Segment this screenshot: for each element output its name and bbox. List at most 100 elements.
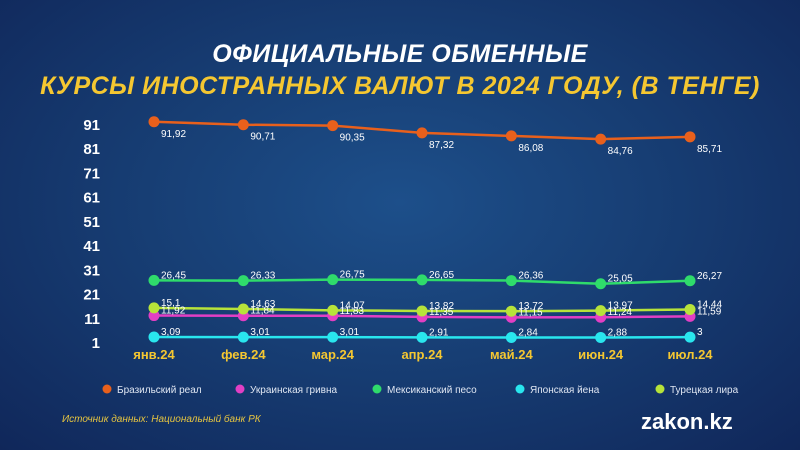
data-label: 3,01 [250,327,270,338]
data-point [148,310,160,322]
data-label: 3,09 [161,327,181,338]
data-points [148,116,696,344]
data-point [416,274,428,286]
data-point [327,304,339,316]
data-label: 13,72 [518,301,543,312]
data-label: 11,15 [518,307,543,318]
data-label: 26,27 [697,271,722,282]
legend-marker [102,384,112,394]
x-axis: янв.24 фев.24 мар.24 апр.24 май.24 июн.24 июл.… [133,347,713,362]
data-label: 90,35 [340,133,365,144]
data-point [684,303,696,315]
data-point [684,275,696,287]
data-point [505,130,517,142]
data-label: 15,1 [161,298,181,309]
y-tick-label: 1 [92,335,100,352]
y-tick-label: 21 [83,287,100,304]
data-point [148,331,160,343]
legend-label: Бразильский реал [117,385,202,396]
y-tick-label: 31 [83,262,100,279]
legend-marker [655,384,665,394]
data-point [148,274,160,286]
data-point [327,331,339,343]
data-point [416,127,428,139]
y-tick-label: 11 [84,311,100,328]
data-label: 26,36 [518,271,543,282]
data-point [595,278,607,290]
x-tick-label: апр.24 [401,347,443,362]
y-tick-label: 71 [83,165,100,182]
data-point [327,274,339,286]
data-point [148,116,160,128]
data-label: 2,84 [518,328,538,339]
data-label: 2,91 [429,327,449,338]
data-label: 11,24 [608,307,633,318]
x-tick-label: июл.24 [667,347,713,362]
x-tick-label: май.24 [490,347,534,362]
data-label: 11,59 [697,306,722,317]
y-tick-label: 61 [83,190,100,207]
x-tick-label: мар.24 [311,347,354,362]
legend-marker [515,384,525,394]
data-point [505,305,517,317]
data-label: 14,07 [340,300,365,311]
y-tick-label: 41 [83,238,100,255]
data-point [505,275,517,287]
data-label: 2,88 [608,327,628,338]
data-label: 86,08 [518,143,543,154]
chart-title-line1: ОФИЦИАЛЬНЫЕ ОБМЕННЫЕ [212,40,588,68]
brand-logo: zakon.kz [641,409,733,434]
data-label: 14,63 [250,299,275,310]
data-label: 11,83 [340,306,365,317]
data-label: 26,33 [250,271,275,282]
data-point [148,302,160,314]
source-note: Источник данных: Национальный банк РК [62,414,261,425]
data-label: 26,45 [161,270,186,281]
data-point [505,332,517,344]
x-tick-label: фев.24 [221,347,266,362]
y-tick-label: 91 [83,117,100,134]
legend-marker [372,384,382,394]
data-point [595,331,607,343]
x-tick-label: июн.24 [578,347,624,362]
y-tick-label: 81 [83,141,100,158]
data-label: 26,75 [340,270,365,281]
data-label: 87,32 [429,140,454,151]
data-label: 26,65 [429,270,454,281]
data-point [416,331,428,343]
legend-label: Мексиканский песо [387,385,477,396]
data-point [595,133,607,145]
data-label: 11,84 [250,306,275,317]
data-label: 3 [697,327,703,338]
data-label: 85,71 [697,144,722,155]
legend-label: Турецкая лира [670,385,739,396]
x-tick-label: янв.24 [133,347,175,362]
data-labels: 91,92 90,71 90,35 87,32 86,08 84,76 85,71 11,92… [161,129,722,339]
data-point [237,119,249,131]
data-label: 90,71 [250,132,275,143]
data-point [237,275,249,287]
data-point [595,305,607,317]
data-point [237,303,249,315]
data-label: 84,76 [608,146,633,157]
data-label: 91,92 [161,129,186,140]
legend-label: Украинская гривна [250,385,337,396]
data-label: 11,35 [429,307,454,318]
data-label: 13,82 [429,301,454,312]
data-point [327,120,339,132]
chart-title-line2: КУРСЫ ИНОСТРАННЫХ ВАЛЮТ В 2024 ГОДУ, (В … [40,72,760,100]
data-label: 3,01 [340,327,360,338]
legend-label: Японская йена [530,385,600,396]
data-label: 11,92 [161,306,186,317]
data-point [237,331,249,343]
data-point [416,305,428,317]
data-label: 14,44 [697,299,722,310]
data-point [684,331,696,343]
legend: Бразильский реал Украинская гривна Мексика… [102,384,739,396]
legend-marker [235,384,245,394]
data-point [684,131,696,143]
data-label: 25,05 [608,274,633,285]
data-label: 13,97 [608,301,633,312]
